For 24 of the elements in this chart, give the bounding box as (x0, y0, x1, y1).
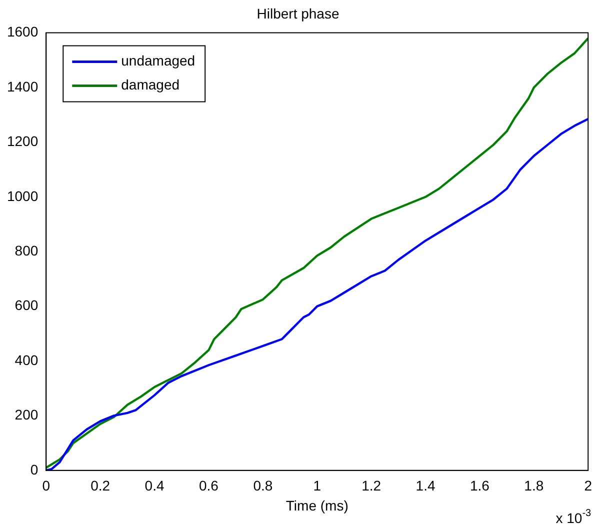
y-tick-label: 600 (14, 297, 38, 314)
chart-title: Hilbert phase (256, 5, 340, 22)
x-tick-label: 1.2 (362, 478, 382, 494)
x-axis-title: Time (ms) (286, 497, 348, 514)
x-tick-label: 0.6 (199, 478, 219, 494)
x-tick-label: 2 (584, 478, 592, 494)
y-tick-label: 1400 (6, 78, 38, 94)
y-tick-label: 200 (14, 406, 38, 423)
legend-label: undamaged (121, 52, 196, 69)
x-tick-label: 0 (42, 478, 50, 494)
y-tick-label: 800 (14, 242, 38, 258)
x-tick-label: 1 (313, 478, 322, 494)
y-tick-label: 0 (30, 461, 38, 478)
y-tick-label: 400 (14, 352, 38, 368)
y-tick-label: 1000 (6, 188, 38, 204)
legend-label: damaged (121, 76, 180, 93)
x-tick-label: 1.8 (524, 478, 544, 494)
y-tick-label: 1600 (6, 24, 38, 40)
x-tick-label: 1.6 (470, 478, 490, 494)
x-tick-label: 0.4 (144, 478, 164, 494)
y-tick-label: 1200 (6, 133, 38, 150)
x-tick-label: 1.4 (416, 478, 436, 494)
x-tick-label: 0.2 (90, 478, 110, 494)
x-tick-label: 0.8 (253, 478, 273, 494)
